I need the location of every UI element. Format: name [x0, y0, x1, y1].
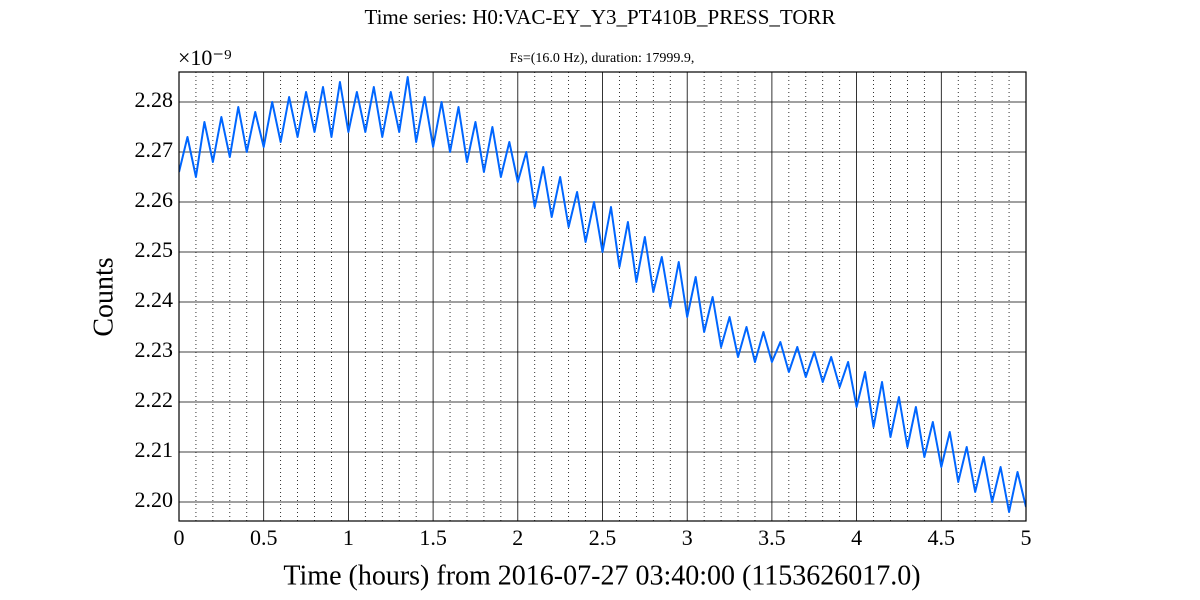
data-line	[179, 76, 1026, 513]
x-tick-label: 0	[174, 525, 185, 550]
x-tick-label: 4.5	[928, 525, 956, 550]
chart-title: Time series: H0:VAC-EY_Y3_PT410B_PRESS_T…	[364, 5, 835, 29]
x-tick-label: 1	[343, 525, 354, 550]
x-tick-label: 4	[851, 525, 862, 550]
x-tick-label: 3.5	[758, 525, 786, 550]
x-tick-label: 2.5	[589, 525, 617, 550]
x-tick-label: 2	[512, 525, 523, 550]
plot-frame	[178, 71, 1027, 522]
y-tick-label: 2.22	[135, 387, 174, 412]
chart-subtitle: Fs=(16.0 Hz), duration: 17999.9,	[510, 51, 695, 66]
y-tick-label: 2.23	[135, 337, 174, 362]
y-tick-label: 2.20	[135, 487, 174, 512]
y-tick-label: 2.28	[135, 87, 174, 112]
y-tick-label: 2.27	[135, 137, 174, 162]
y-tick-label: 2.25	[135, 237, 174, 262]
x-tick-label: 3	[682, 525, 693, 550]
y-tick-label: 2.21	[135, 437, 174, 462]
y-offset-label: ×10⁻⁹	[178, 45, 232, 70]
y-axis-label: Counts	[88, 257, 119, 336]
y-tick-label: 2.26	[135, 187, 174, 212]
x-tick-label: 1.5	[419, 525, 447, 550]
x-tick-label: 5	[1021, 525, 1032, 550]
y-tick-label: 2.24	[135, 287, 174, 312]
x-tick-label: 0.5	[250, 525, 278, 550]
x-axis-label: Time (hours) from 2016-07-27 03:40:00 (1…	[283, 560, 920, 591]
